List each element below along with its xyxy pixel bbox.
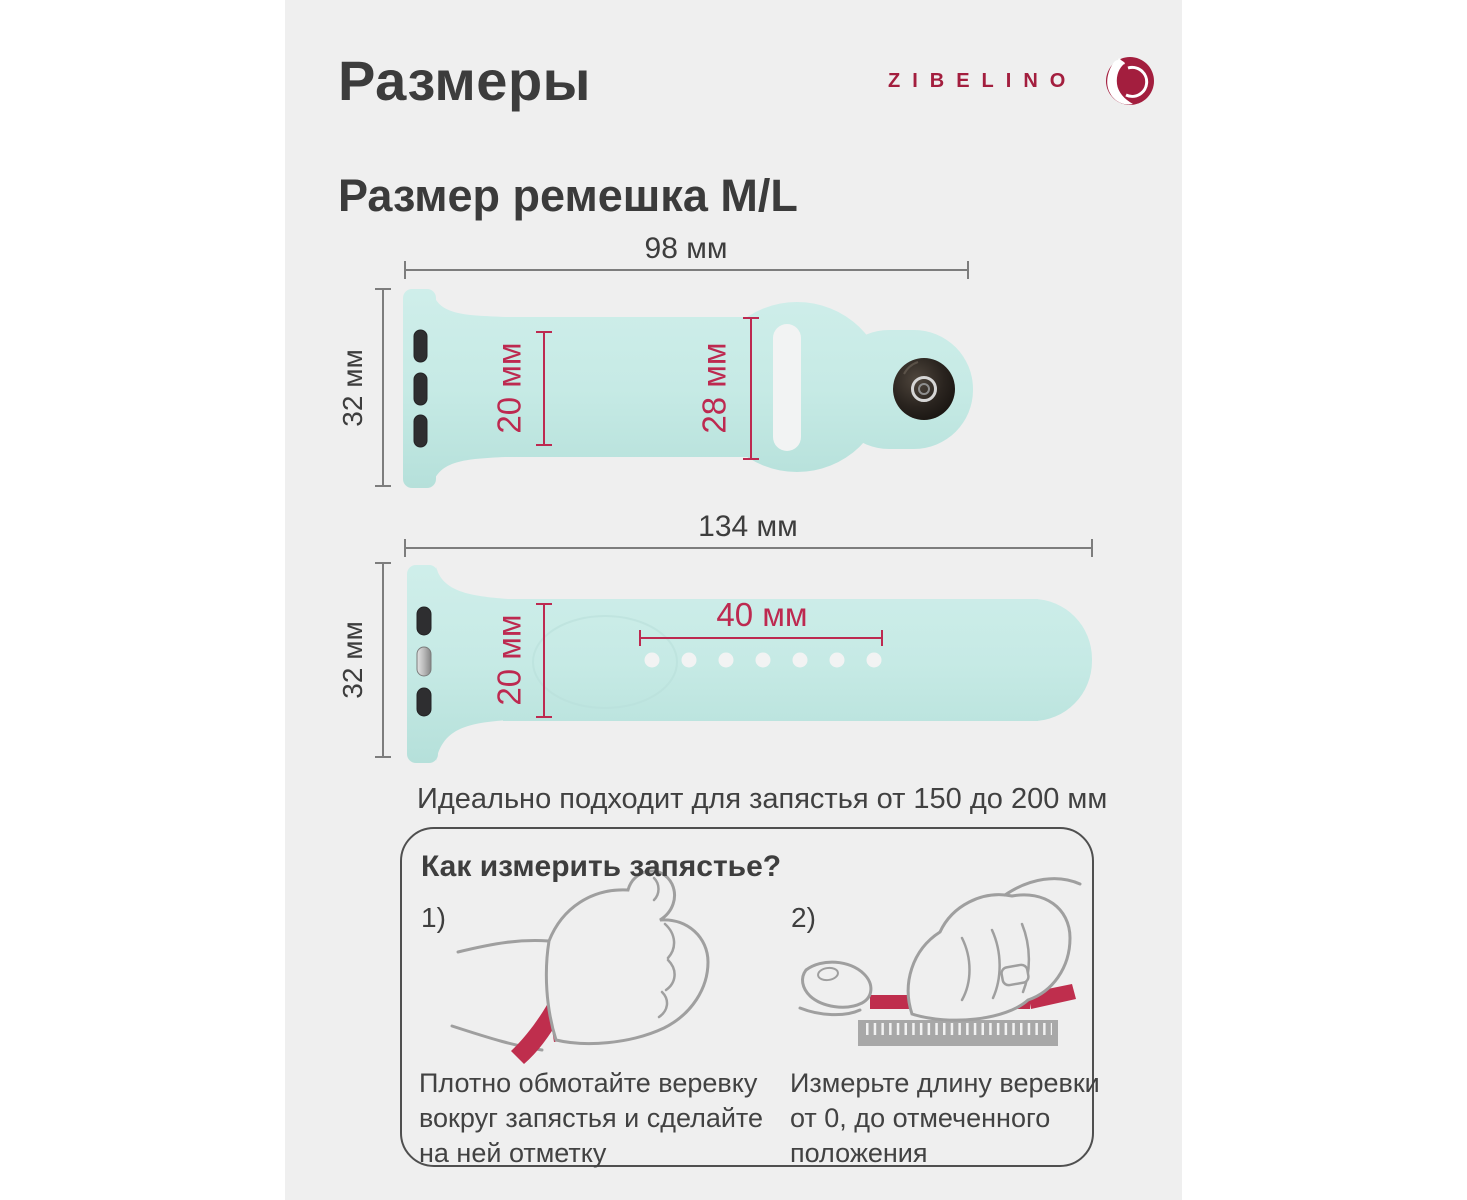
dim-20-bottom-label: 20 мм <box>491 614 528 705</box>
dim-98-label: 98 мм <box>645 232 728 265</box>
dim-40-line <box>639 630 883 646</box>
step-2-caption: Измерьте длину веревки от 0, до отмеченн… <box>790 1068 1100 1168</box>
dim-40-label: 40 мм <box>716 596 807 633</box>
band-top-buckle-slot <box>773 324 801 451</box>
adapter-slot <box>416 606 432 636</box>
brand-wordmark: ZIBELINO <box>888 70 1078 92</box>
adapter-slot-pin <box>416 646 432 677</box>
dim-32-top-label: 32 мм <box>337 349 368 426</box>
band-top: 98 мм 32 мм 20 мм 28 мм <box>337 232 973 488</box>
dim-32-bottom-label: 32 мм <box>337 621 368 698</box>
right-hand-outline <box>906 893 1072 1022</box>
band-top-neck <box>432 291 505 486</box>
dim-20-top-line <box>536 331 552 446</box>
band-bottom: 134 мм 32 мм 20 мм 40 мм <box>337 510 1093 763</box>
how-to-measure-title: Как измерить запястье? <box>421 850 782 883</box>
dim-32-top-line <box>375 288 391 487</box>
band-bottom-endcap <box>974 599 1092 721</box>
band-mold-mark <box>532 615 678 709</box>
adapter-slot <box>416 687 432 717</box>
step-2-number: 2) <box>791 902 816 933</box>
dim-32-bottom-line <box>375 562 391 758</box>
strap-hole <box>792 652 808 668</box>
strap-hole <box>829 652 845 668</box>
dim-134-line <box>404 539 1093 557</box>
strap-hole <box>866 652 882 668</box>
step-1-caption: Плотно обмотайте веревку вокруг запястья… <box>419 1068 764 1168</box>
strap-hole <box>644 652 660 668</box>
page-title: Размеры <box>338 49 591 112</box>
strap-hole <box>718 652 734 668</box>
step-1-number: 1) <box>421 902 446 933</box>
fingernail <box>1000 963 1030 987</box>
zibelino-logo-icon <box>1106 57 1154 105</box>
strap-holes <box>644 652 882 668</box>
dim-28-label: 28 мм <box>696 342 733 433</box>
wrist-wrap-illustration <box>450 869 710 1064</box>
dim-98-line <box>404 261 969 279</box>
strap-hole <box>681 652 697 668</box>
wrist-fit-note: Идеально подходит для запястья от 150 до… <box>417 783 1108 815</box>
band-size-subtitle: Размер ремешка M/L <box>338 170 798 221</box>
snap-button <box>893 358 955 420</box>
adapter-slot <box>413 414 428 448</box>
red-cord-end <box>1028 984 1076 1009</box>
dim-20-top-label: 20 мм <box>491 342 528 433</box>
dim-134-label: 134 мм <box>698 510 798 543</box>
how-to-measure-box <box>400 827 1094 1167</box>
dim-20-bottom-line <box>536 603 552 718</box>
adapter-slot <box>413 329 428 363</box>
left-thumb <box>801 960 873 1009</box>
dim-28-line <box>743 317 759 460</box>
adapter-slot <box>413 372 428 406</box>
ruler-measure-illustration <box>798 877 1082 1046</box>
strap-hole <box>755 652 771 668</box>
band-bottom-neck <box>436 567 508 761</box>
